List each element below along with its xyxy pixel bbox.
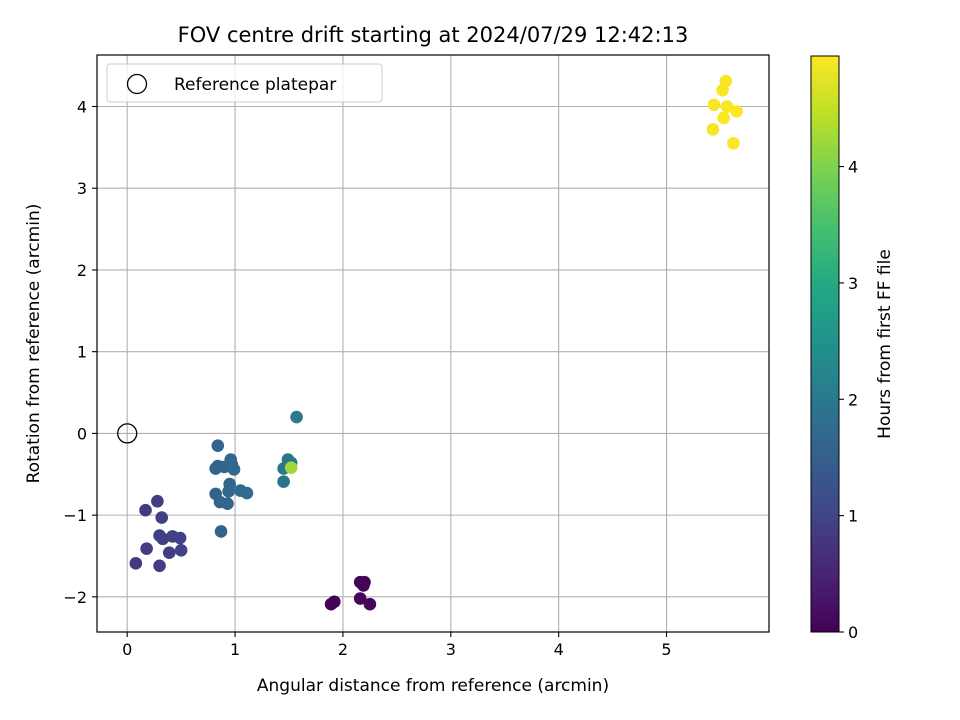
- data-point: [719, 74, 733, 88]
- colorbar-ticks: 0 1 2 3 4: [839, 158, 858, 642]
- data-point: [328, 595, 341, 609]
- y-tick-label: 2: [77, 261, 87, 280]
- data-point: [720, 100, 734, 113]
- colorbar-tick-label: 0: [848, 623, 858, 642]
- plot-area-frame: [96, 54, 770, 633]
- data-point: [211, 439, 225, 452]
- data-point: [363, 597, 377, 611]
- data-point: [277, 475, 290, 488]
- y-tick-label: 3: [77, 179, 87, 198]
- legend-entry-reference: Reference platepar: [174, 75, 336, 95]
- data-point: [155, 511, 169, 524]
- x-axis-label: Angular distance from reference (arcmin): [257, 676, 609, 696]
- colorbar-gradient: [810, 55, 840, 633]
- colorbar-tick-label: 4: [848, 158, 858, 177]
- x-tick-label: 0: [122, 640, 132, 659]
- data-point: [151, 494, 164, 508]
- chart-title: FOV centre drift starting at 2024/07/29 …: [178, 23, 689, 47]
- y-tick-label: 1: [77, 343, 87, 362]
- data-point: [707, 98, 721, 112]
- colorbar-tick-label: 2: [848, 390, 858, 409]
- y-tick-label: −2: [63, 588, 87, 607]
- data-point: [227, 463, 241, 476]
- data-point: [240, 486, 254, 500]
- data-point: [174, 543, 188, 557]
- data-point: [140, 542, 153, 555]
- x-tick-label: 3: [446, 640, 456, 659]
- data-point: [717, 111, 730, 125]
- y-tick-label: 0: [77, 424, 87, 443]
- data-point: [284, 461, 298, 475]
- data-point: [357, 579, 370, 592]
- data-point: [730, 105, 743, 118]
- data-point: [162, 546, 176, 560]
- data-point: [153, 559, 166, 573]
- scatter-points: [117, 74, 743, 611]
- y-tick-label: 4: [77, 97, 87, 116]
- data-point: [156, 532, 170, 546]
- colorbar-tick-label: 1: [848, 507, 858, 526]
- data-point: [139, 503, 152, 517]
- reference-point: [117, 423, 138, 444]
- data-point: [214, 525, 228, 538]
- data-point: [353, 592, 367, 605]
- colorbar: 0 1 2 3 4 Hours from first FF file: [810, 55, 895, 642]
- legend: Reference platepar: [106, 63, 383, 103]
- x-tick-label: 1: [230, 640, 240, 659]
- x-tick-label: 4: [554, 640, 564, 659]
- grid: [97, 55, 769, 632]
- axis-ticks: 0 1 2 3 4 5 −2 −1 0 1 2 3 4: [63, 97, 671, 659]
- data-point: [129, 557, 143, 570]
- data-point: [223, 477, 236, 491]
- data-point: [173, 531, 187, 545]
- x-tick-label: 5: [661, 640, 671, 659]
- legend-marker-reference: [126, 73, 148, 95]
- y-axis-label: Rotation from reference (arcmin): [24, 204, 44, 484]
- colorbar-tick-label: 3: [848, 274, 858, 293]
- y-tick-label: −1: [63, 506, 87, 525]
- legend-box: [106, 63, 383, 103]
- x-tick-label: 2: [338, 640, 348, 659]
- data-point: [221, 497, 234, 510]
- data-point: [290, 410, 303, 424]
- data-point: [706, 123, 720, 136]
- colorbar-label: Hours from first FF file: [875, 249, 895, 439]
- data-point: [727, 136, 740, 150]
